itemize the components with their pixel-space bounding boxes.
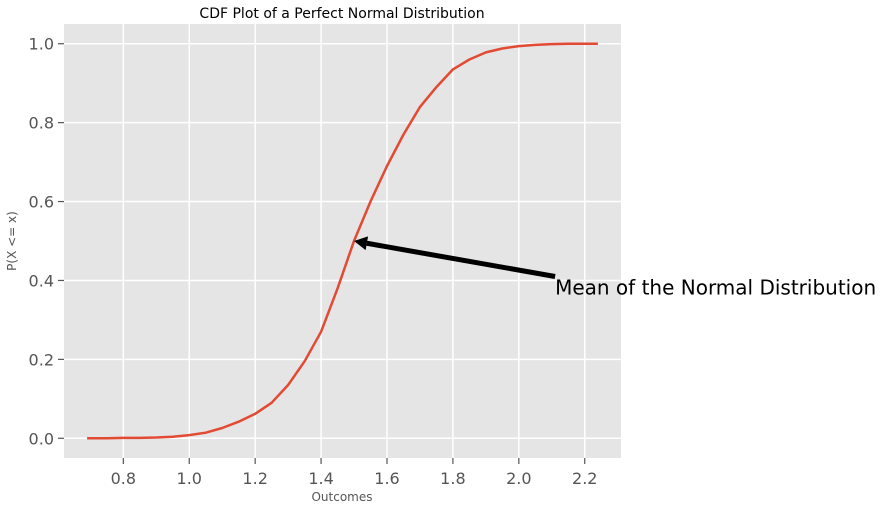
- plot-area: [64, 24, 621, 458]
- x-tick-label: 1.2: [242, 469, 267, 488]
- annotation-arrow-shaft: [366, 240, 556, 279]
- cdf-line: [87, 42, 598, 440]
- y-tick-label: 0.0: [29, 429, 54, 448]
- y-axis-ticks: 0.0 0.2 0.4 0.6 0.8 1.0: [29, 35, 64, 448]
- x-tick-label: 0.8: [111, 469, 136, 488]
- annotation-text: Mean of the Normal Distribution: [555, 276, 876, 300]
- annotation: Mean of the Normal Distribution: [354, 236, 876, 300]
- x-tick-label: 1.8: [440, 469, 465, 488]
- y-tick-label: 1.0: [29, 35, 54, 54]
- x-axis-ticks: 0.8 1.0 1.2 1.4 1.6 1.8 2.0 2.2: [111, 458, 597, 488]
- x-tick-label: 2.0: [506, 469, 531, 488]
- x-tick-label: 1.4: [308, 469, 333, 488]
- y-tick-label: 0.2: [29, 350, 54, 369]
- gridlines: [64, 24, 621, 458]
- y-tick-label: 0.4: [29, 271, 54, 290]
- y-axis-label: P(X <= x): [5, 211, 19, 271]
- chart-title: CDF Plot of a Perfect Normal Distributio…: [199, 6, 484, 22]
- y-tick-label: 0.6: [29, 193, 54, 212]
- x-tick-label: 2.2: [572, 469, 597, 488]
- annotation-arrow-head: [354, 236, 369, 251]
- x-tick-label: 1.0: [177, 469, 202, 488]
- x-axis-label: Outcomes: [311, 490, 372, 504]
- y-tick-label: 0.8: [29, 114, 54, 133]
- x-tick-label: 1.6: [374, 469, 399, 488]
